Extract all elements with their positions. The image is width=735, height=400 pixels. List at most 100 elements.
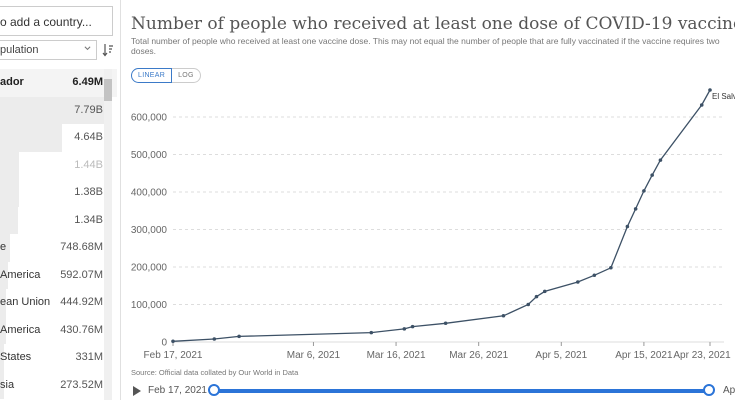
x-tick-label: Apr 15, 2021 [615, 350, 673, 361]
data-point [534, 294, 539, 299]
data-point [410, 324, 415, 329]
population-bar [0, 179, 19, 207]
data-point [542, 289, 547, 294]
country-value: 331M [75, 351, 103, 363]
country-value: 430.76M [60, 323, 103, 336]
y-tick-label: 200,000 [131, 263, 168, 274]
chart-title: Number of people who received at least o… [131, 14, 735, 34]
sidebar-divider [120, 0, 121, 400]
country-row[interactable]: ean Union 444.92M [0, 289, 117, 317]
population-bar [0, 261, 9, 289]
series-end-label: El Salv [712, 92, 735, 101]
population-bar [0, 316, 7, 344]
log-scale-button[interactable]: LOG [172, 68, 201, 83]
source-note: Source: Official data collated by Our Wo… [131, 368, 299, 377]
timeline-control: Feb 17, 2021 Apr [121, 381, 735, 400]
timeline-start-handle[interactable] [208, 384, 220, 396]
population-bar [0, 371, 5, 399]
y-tick-label: 600,000 [131, 113, 168, 124]
population-bar [0, 206, 18, 234]
country-row[interactable]: e 748.68M [0, 234, 117, 262]
data-point [633, 207, 638, 211]
timeline-end-label: Apr [723, 385, 735, 396]
sort-order-icon[interactable] [102, 43, 114, 57]
country-value: 4.64B [74, 131, 103, 143]
country-value: 1.38B [74, 186, 103, 198]
country-value: 748.68M [60, 241, 103, 253]
x-tick-label: Feb 17, 2021 [144, 350, 203, 361]
country-sidebar: o add a country... pulation ador 6.49M 7.7… [0, 0, 117, 400]
x-tick-label: Mar 26, 2021 [449, 350, 508, 361]
population-bar [0, 344, 5, 372]
population-bar [0, 151, 19, 179]
country-row[interactable]: sia 273.52M [0, 371, 117, 399]
data-point [642, 189, 646, 193]
country-name: America [0, 268, 41, 281]
sort-by-select[interactable]: pulation [0, 40, 97, 60]
x-tick-label: Mar 16, 2021 [367, 350, 426, 361]
scale-toggle: LINEAR LOG [131, 68, 201, 83]
linear-scale-button[interactable]: LINEAR [131, 68, 173, 83]
sort-controls: pulation [0, 40, 117, 62]
population-bar [0, 234, 11, 262]
search-placeholder: o add a country... [0, 15, 92, 29]
timeline-start-label: Feb 17, 2021 [148, 385, 207, 396]
country-row[interactable]: States 331M [0, 344, 117, 372]
data-point [526, 302, 531, 307]
timeline-track[interactable] [214, 389, 708, 393]
country-list-scrollbar[interactable] [104, 69, 112, 400]
data-point [609, 265, 613, 270]
population-bar [0, 289, 7, 317]
country-row[interactable]: ador 6.49M [0, 69, 117, 97]
data-point [402, 327, 407, 331]
data-point [650, 173, 654, 177]
line-chart: 0 100,000 200,000 300,000 400,000 500,000 600,… [121, 85, 735, 365]
country-row[interactable]: 1.34B [0, 206, 117, 234]
y-tick-label: 100,000 [131, 300, 168, 311]
scrollbar-thumb[interactable] [104, 79, 112, 101]
timeline-end-handle[interactable] [703, 384, 715, 396]
chart-subtitle: Total number of people who received at l… [131, 36, 720, 56]
x-tick-label: Apr 23, 2021 [673, 350, 731, 361]
data-point [501, 313, 506, 318]
sort-by-label: pulation [0, 44, 39, 56]
country-value: 592.07M [60, 268, 103, 281]
series-line [172, 89, 711, 342]
y-tick-label: 500,000 [131, 150, 168, 161]
country-row[interactable]: 1.44B [0, 151, 117, 179]
country-name: States [0, 351, 32, 363]
country-list: ador 6.49M 7.79B 4.64B 1.44B 1.38B 1.34B e 748.6… [0, 69, 117, 400]
data-point [369, 330, 374, 335]
y-tick-label: 0 [161, 338, 167, 349]
data-point [708, 88, 712, 92]
country-row[interactable]: 7.79B [0, 96, 117, 124]
y-tick-label: 300,000 [131, 225, 168, 236]
data-point [576, 280, 580, 284]
population-bar [0, 124, 63, 152]
country-value: 444.92M [60, 296, 103, 308]
country-value: 1.44B [74, 158, 103, 171]
country-row[interactable]: 1.38B [0, 179, 117, 207]
data-point [592, 273, 597, 278]
country-value: 1.34B [74, 213, 103, 226]
data-point [625, 224, 630, 229]
country-row[interactable]: America 430.76M [0, 316, 117, 344]
x-tick-label: Mar 6, 2021 [287, 350, 341, 361]
country-name: America [0, 323, 41, 336]
population-bar [0, 96, 104, 124]
data-point [443, 321, 448, 326]
country-row[interactable]: 4.64B [0, 124, 117, 152]
data-point [658, 158, 663, 162]
country-name: ean Union [0, 296, 51, 308]
country-row[interactable]: America 592.07M [0, 261, 117, 289]
country-name: ador [0, 76, 24, 88]
country-search-input[interactable]: o add a country... [0, 6, 113, 36]
data-point [237, 334, 241, 339]
country-value: 273.52M [60, 378, 103, 391]
chart-svg: 0 100,000 200,000 300,000 400,000 500,000 600,… [131, 88, 735, 361]
country-name: sia [0, 378, 15, 391]
country-value: 6.49M [72, 76, 103, 88]
data-point [171, 339, 175, 344]
play-icon[interactable] [133, 386, 141, 396]
